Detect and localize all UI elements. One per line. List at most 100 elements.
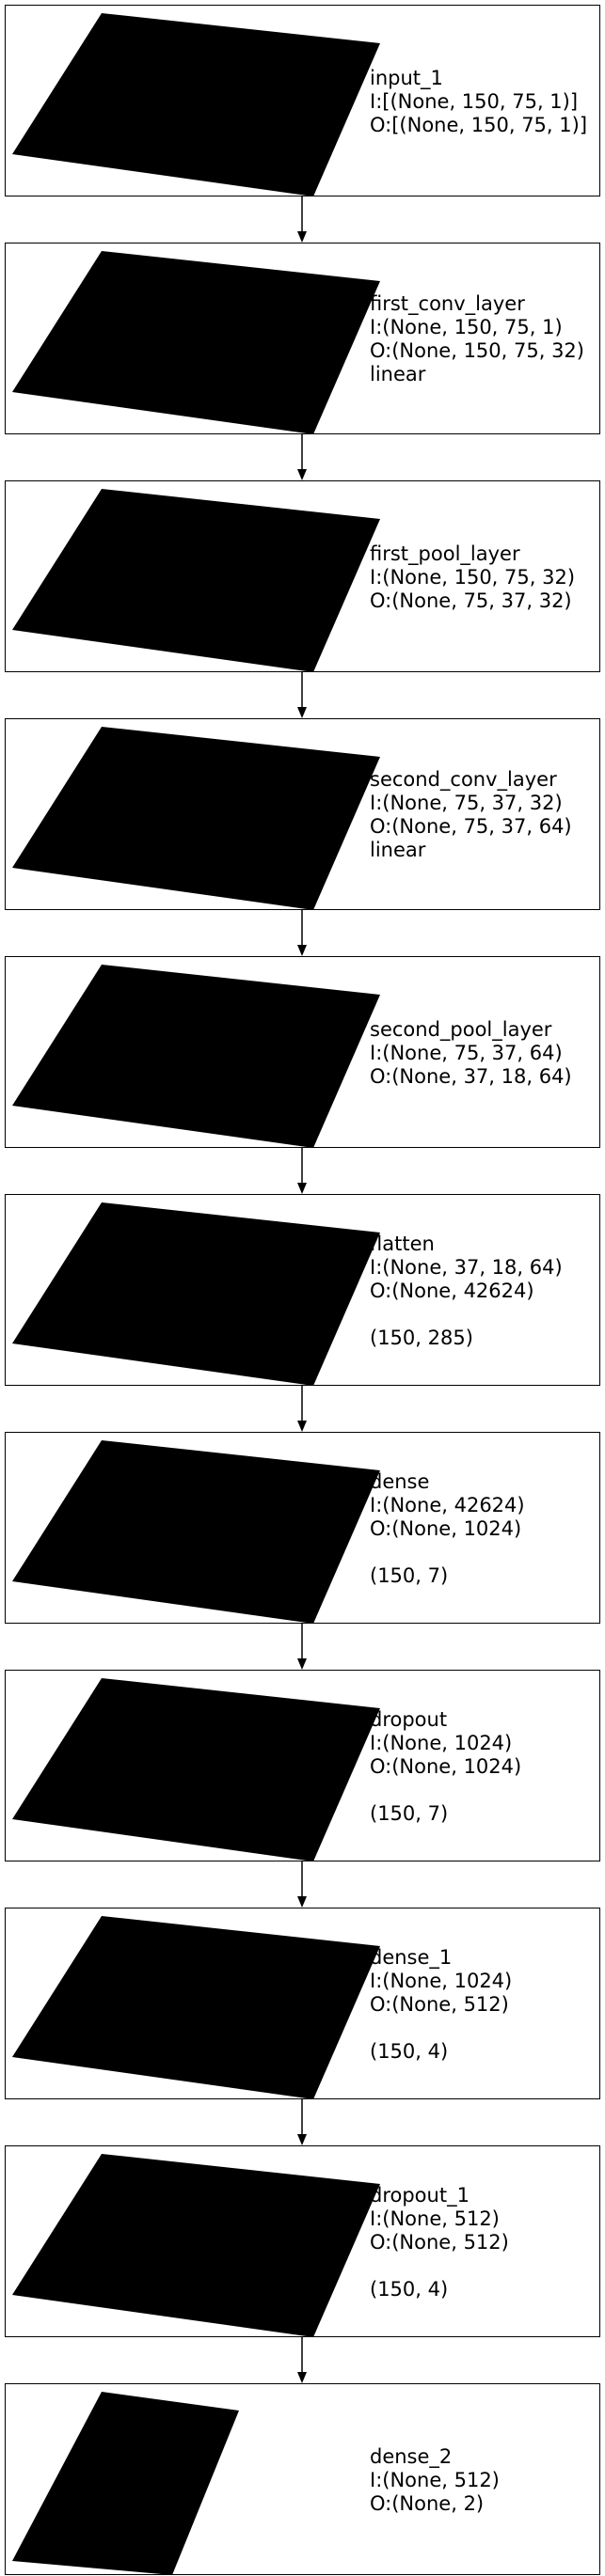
layer-tile-shape: (150, 7) bbox=[370, 1564, 449, 1587]
arrow-down-icon bbox=[297, 910, 307, 956]
layer-label: input_1 I:[(None, 150, 75, 1)] O:[(None, 1… bbox=[370, 67, 587, 137]
layer-output-shape: O:[(None, 150, 75, 1)] bbox=[370, 114, 588, 136]
layer-name: second_pool_layer bbox=[370, 1018, 552, 1041]
feature-map-tile bbox=[12, 489, 380, 672]
feature-map-shape bbox=[12, 489, 380, 672]
layer-spacer bbox=[370, 2254, 509, 2278]
feature-map-shape bbox=[12, 1202, 380, 1386]
feature-map-shape bbox=[12, 251, 380, 434]
layer-input-shape: I:(None, 42624) bbox=[370, 1494, 525, 1516]
layer-spacer bbox=[370, 2017, 512, 2040]
layer-label: dropout_1 I:(None, 512) O:(None, 512) (150,… bbox=[370, 2184, 509, 2301]
layer-activation: linear bbox=[370, 839, 426, 861]
layer-name: flatten bbox=[370, 1233, 435, 1255]
layer-box-second-conv-layer: second_conv_layer I:(None, 75, 37, 32) O:(… bbox=[5, 718, 600, 910]
layer-name: first_pool_layer bbox=[370, 542, 520, 565]
layer-spacer bbox=[370, 1303, 563, 1327]
layer-input-shape: I:(None, 1024) bbox=[370, 1732, 513, 1754]
layer-input-shape: I:(None, 75, 37, 32) bbox=[370, 792, 563, 814]
layer-output-shape: O:(None, 512) bbox=[370, 1993, 509, 2016]
layer-tile-shape: (150, 4) bbox=[370, 2278, 449, 2301]
layer-tile-shape: (150, 285) bbox=[370, 1327, 473, 1349]
layer-output-shape: O:(None, 75, 37, 64) bbox=[370, 815, 572, 838]
layer-label: dropout I:(None, 1024) O:(None, 1024) (150,… bbox=[370, 1708, 521, 1826]
layer-box-first-conv-layer: first_conv_layer I:(None, 150, 75, 1) O:(N… bbox=[5, 243, 600, 434]
layer-input-shape: I:(None, 1024) bbox=[370, 1970, 513, 1992]
feature-map-tile bbox=[12, 1202, 380, 1386]
feature-map-shape bbox=[12, 1916, 380, 2099]
feature-map-tile bbox=[12, 2392, 239, 2575]
feature-map-tile bbox=[12, 13, 380, 196]
layer-output-shape: O:(None, 1024) bbox=[370, 1755, 522, 1778]
layer-name: dense_1 bbox=[370, 1946, 453, 1969]
layer-output-shape: O:(None, 75, 37, 32) bbox=[370, 589, 572, 612]
layer-box-second-pool-layer: second_pool_layer I:(None, 75, 37, 64) O:(… bbox=[5, 956, 600, 1148]
feature-map-tile bbox=[12, 1440, 380, 1624]
layer-box-dense: dense I:(None, 42624) O:(None, 1024) (150, … bbox=[5, 1432, 600, 1624]
layer-box-dropout-1: dropout_1 I:(None, 512) O:(None, 512) (150,… bbox=[5, 2145, 600, 2337]
layer-name: input_1 bbox=[370, 67, 443, 89]
layer-tile-shape: (150, 7) bbox=[370, 1802, 449, 1825]
layer-name: dropout bbox=[370, 1708, 448, 1731]
layer-label: first_conv_layer I:(None, 150, 75, 1) O:(N… bbox=[370, 292, 584, 386]
arrow-down-icon bbox=[297, 196, 307, 243]
feature-map-tile bbox=[12, 965, 380, 1148]
layer-output-shape: O:(None, 150, 75, 32) bbox=[370, 339, 584, 362]
layer-name: dropout_1 bbox=[370, 2184, 470, 2207]
layer-input-shape: I:(None, 37, 18, 64) bbox=[370, 1256, 563, 1279]
layer-spacer bbox=[370, 1541, 525, 1564]
layer-label: second_conv_layer I:(None, 75, 37, 32) O:(… bbox=[370, 768, 572, 862]
feature-map-tile bbox=[12, 1678, 380, 1861]
layer-input-shape: I:[(None, 150, 75, 1)] bbox=[370, 90, 579, 113]
layer-input-shape: I:(None, 150, 75, 1) bbox=[370, 316, 563, 338]
feature-map-shape bbox=[12, 2154, 380, 2337]
feature-map-shape bbox=[12, 1440, 380, 1624]
arrow-down-icon bbox=[297, 2337, 307, 2383]
layer-label: first_pool_layer I:(None, 150, 75, 32) O:(… bbox=[370, 542, 575, 613]
arrow-down-icon bbox=[297, 1624, 307, 1670]
layer-box-dropout: dropout I:(None, 1024) O:(None, 1024) (150,… bbox=[5, 1670, 600, 1861]
layer-output-shape: O:(None, 42624) bbox=[370, 1280, 534, 1302]
layer-input-shape: I:(None, 512) bbox=[370, 2207, 500, 2230]
layer-input-shape: I:(None, 512) bbox=[370, 2469, 500, 2491]
layer-name: dense bbox=[370, 1470, 430, 1493]
layer-label: second_pool_layer I:(None, 75, 37, 64) O:(… bbox=[370, 1018, 572, 1089]
layer-label: dense_1 I:(None, 1024) O:(None, 512) (150, … bbox=[370, 1946, 512, 2064]
layer-name: dense_2 bbox=[370, 2445, 453, 2468]
layer-label: dense I:(None, 42624) O:(None, 1024) (150, … bbox=[370, 1470, 525, 1588]
feature-map-shape bbox=[12, 965, 380, 1148]
arrow-down-icon bbox=[297, 1386, 307, 1432]
layer-tile-shape: (150, 4) bbox=[370, 2040, 449, 2063]
layer-box-dense-1: dense_1 I:(None, 1024) O:(None, 512) (150, … bbox=[5, 1908, 600, 2099]
layer-output-shape: O:(None, 37, 18, 64) bbox=[370, 1065, 572, 1088]
feature-map-tile bbox=[12, 727, 380, 910]
layer-box-first-pool-layer: first_pool_layer I:(None, 150, 75, 32) O:(… bbox=[5, 480, 600, 672]
arrow-down-icon bbox=[297, 1861, 307, 1908]
layer-activation: linear bbox=[370, 363, 426, 385]
feature-map-shape bbox=[12, 13, 380, 196]
feature-map-shape bbox=[12, 1678, 380, 1861]
layer-box-flatten: flatten I:(None, 37, 18, 64) O:(None, 4262… bbox=[5, 1194, 600, 1386]
feature-map-tile bbox=[12, 251, 380, 434]
layer-input-shape: I:(None, 150, 75, 32) bbox=[370, 566, 576, 589]
arrow-down-icon bbox=[297, 434, 307, 480]
layer-output-shape: O:(None, 2) bbox=[370, 2492, 485, 2515]
layer-label: dense_2 I:(None, 512) O:(None, 2) bbox=[370, 2445, 500, 2516]
layer-output-shape: O:(None, 1024) bbox=[370, 1517, 522, 1540]
layer-spacer bbox=[370, 1779, 521, 1802]
layer-output-shape: O:(None, 512) bbox=[370, 2231, 509, 2254]
layer-box-dense-2: dense_2 I:(None, 512) O:(None, 2) bbox=[5, 2383, 600, 2575]
feature-map-tile bbox=[12, 1916, 380, 2099]
arrow-down-icon bbox=[297, 672, 307, 718]
layer-name: second_conv_layer bbox=[370, 768, 557, 791]
feature-map-shape bbox=[12, 2392, 239, 2575]
feature-map-tile bbox=[12, 2154, 380, 2337]
layer-label: flatten I:(None, 37, 18, 64) O:(None, 4262… bbox=[370, 1233, 563, 1350]
layer-name: first_conv_layer bbox=[370, 292, 525, 315]
arrow-down-icon bbox=[297, 2099, 307, 2145]
layer-box-input-1: input_1 I:[(None, 150, 75, 1)] O:[(None, 1… bbox=[5, 5, 600, 196]
arrow-down-icon bbox=[297, 1148, 307, 1194]
feature-map-shape bbox=[12, 727, 380, 910]
layer-input-shape: I:(None, 75, 37, 64) bbox=[370, 1042, 563, 1064]
